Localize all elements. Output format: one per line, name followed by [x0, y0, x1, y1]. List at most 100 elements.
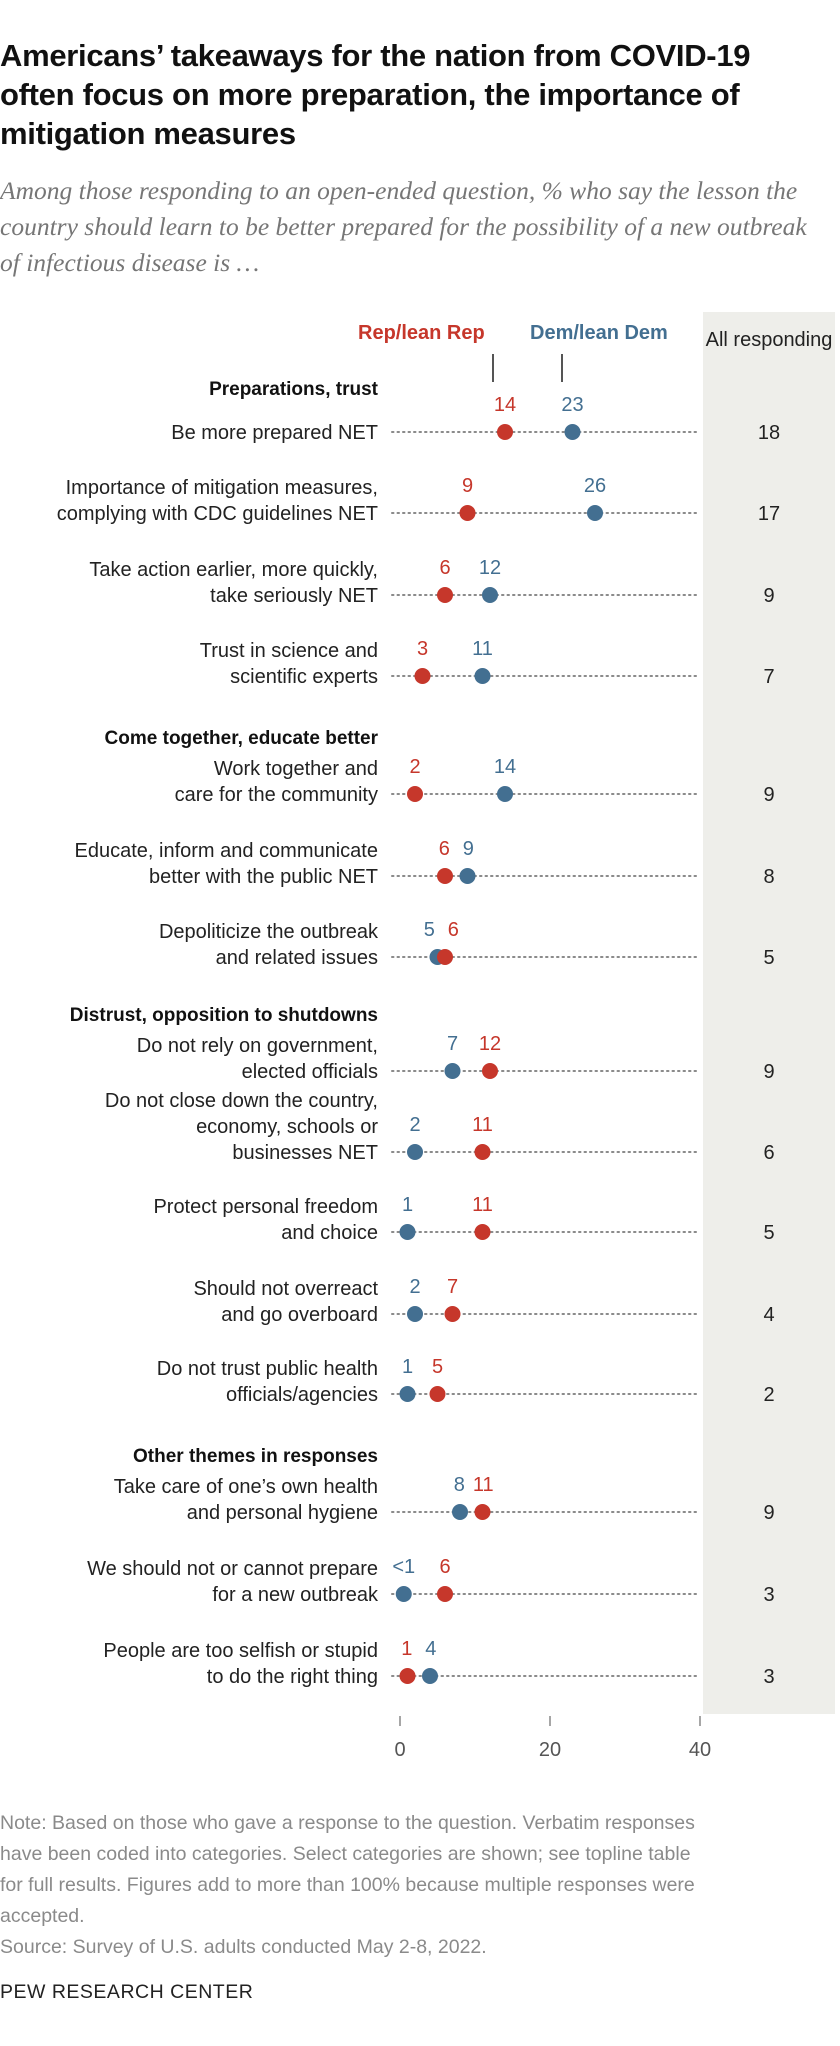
rep-dot — [482, 1063, 498, 1079]
category-label: Should not overreact and go overboard — [193, 1278, 378, 1326]
all-value: 5 — [763, 1222, 774, 1244]
rep-value-label: 5 — [432, 1356, 443, 1378]
rep-dot — [474, 1224, 491, 1240]
all-value: 4 — [763, 1304, 774, 1326]
rep-value-label: 7 — [447, 1276, 458, 1298]
rep-value-label: 1 — [401, 1638, 412, 1660]
dem-value-label: 12 — [479, 557, 501, 579]
dem-value-label: 9 — [463, 838, 474, 860]
dem-value-label: 11 — [472, 638, 493, 660]
rep-dot — [437, 868, 453, 884]
section-title: Other themes in responses — [133, 1446, 378, 1467]
dem-value-label: 5 — [424, 919, 435, 941]
section-title: Come together, educate better — [105, 728, 379, 749]
rep-dot — [437, 949, 453, 965]
category-label: Be more prepared NET — [171, 422, 378, 444]
rep-value-label: 6 — [439, 557, 450, 579]
rep-dot — [407, 786, 423, 802]
section-title: Distrust, opposition to shutdowns — [70, 1005, 378, 1026]
dem-dot — [564, 424, 581, 440]
all-value: 18 — [758, 422, 780, 444]
dem-dot — [474, 668, 491, 684]
legend-rep-pointer — [492, 354, 494, 382]
rep-dot — [474, 1504, 491, 1520]
dem-dot — [399, 1386, 416, 1402]
category-label: Do not rely on government, elected offici… — [137, 1035, 378, 1083]
all-value: 9 — [763, 585, 774, 607]
rep-dot — [399, 1668, 416, 1684]
rep-value-label: 6 — [448, 919, 459, 941]
rep-value-label: 3 — [417, 638, 428, 660]
dem-value-label: 4 — [425, 1638, 436, 1660]
section-title: Preparations, trust — [209, 379, 379, 400]
dem-dot — [422, 1668, 438, 1684]
rep-dot — [444, 1306, 461, 1322]
category-label: Importance of mitigation measures, comply… — [57, 477, 378, 525]
rep-dot — [429, 1386, 446, 1402]
dem-value-label: <1 — [392, 1556, 415, 1578]
all-value: 2 — [763, 1384, 774, 1406]
rep-value-label: 9 — [462, 475, 473, 497]
all-value: 3 — [763, 1584, 774, 1606]
rep-dot — [437, 1586, 453, 1602]
rep-dot — [459, 505, 476, 521]
rep-value-label: 14 — [494, 394, 516, 416]
dem-dot — [407, 1306, 423, 1322]
dem-dot — [452, 1504, 468, 1520]
dem-dot — [399, 1224, 416, 1240]
category-label: We should not or cannot prepare for a new… — [87, 1558, 379, 1606]
rep-value-label: 11 — [472, 1194, 493, 1216]
dem-dot — [407, 1144, 423, 1160]
category-label: Do not close down the country, economy, s… — [105, 1090, 378, 1164]
dem-dot — [587, 505, 603, 521]
all-value: 6 — [763, 1142, 774, 1164]
dem-dot — [459, 868, 476, 884]
rep-dot — [474, 1144, 491, 1160]
x-tick-label: 0 — [394, 1739, 405, 1761]
chart-subtitle: Among those responding to an open-ended … — [0, 176, 807, 277]
x-tick-label: 20 — [539, 1739, 561, 1761]
all-responding-column — [703, 312, 835, 1714]
chart-title: Americans’ takeaways for the nation from… — [0, 38, 751, 151]
dem-dot — [497, 786, 513, 802]
legend-dem-pointer — [561, 354, 563, 382]
rep-value-label: 12 — [479, 1033, 501, 1055]
category-label: Protect personal freedom and choice — [153, 1196, 378, 1244]
rep-value-label: 11 — [473, 1474, 494, 1496]
dem-value-label: 1 — [402, 1356, 413, 1378]
category-label: People are too selfish or stupid to do th… — [103, 1640, 378, 1688]
dem-value-label: 14 — [494, 756, 516, 778]
all-value: 3 — [763, 1666, 774, 1688]
dem-value-label: 2 — [409, 1276, 420, 1298]
x-tick-label: 40 — [689, 1739, 711, 1761]
category-label: Work together and care for the community — [175, 758, 378, 806]
source-text: Source: Survey of U.S. adults conducted … — [0, 1936, 487, 1958]
rep-dot — [414, 668, 431, 684]
rep-value-label: 11 — [472, 1114, 493, 1136]
category-label: Take action earlier, more quickly, take s… — [89, 559, 378, 607]
category-label: Trust in science and scientific experts — [200, 640, 378, 688]
dem-value-label: 7 — [447, 1033, 458, 1055]
category-label: Educate, inform and communicate better wi… — [75, 840, 379, 888]
dem-value-label: 1 — [402, 1194, 413, 1216]
footer-brand: PEW RESEARCH CENTER — [0, 1981, 254, 2003]
dem-dot — [444, 1063, 461, 1079]
all-value: 9 — [763, 1502, 774, 1524]
dem-dot — [395, 1586, 412, 1602]
dot-plot: Preparations, trust Be more prepared NET 1… — [57, 379, 780, 1761]
rep-value-label: 6 — [439, 838, 450, 860]
category-label: Take care of one’s own health and persona… — [114, 1476, 378, 1524]
rep-dot — [497, 424, 513, 440]
rep-value-label: 6 — [439, 1556, 450, 1578]
all-value: 7 — [763, 666, 774, 688]
all-value: 9 — [763, 784, 774, 806]
dem-dot — [482, 587, 498, 603]
note-text: Note: Based on those who gave a response… — [0, 1812, 695, 1927]
dem-value-label: 2 — [409, 1114, 420, 1136]
dem-value-label: 23 — [561, 394, 583, 416]
all-value: 5 — [763, 947, 774, 969]
all-value: 17 — [758, 503, 780, 525]
all-value: 8 — [763, 866, 774, 888]
legend-dem: Dem/lean Dem — [530, 322, 668, 344]
all-value: 9 — [763, 1061, 774, 1083]
